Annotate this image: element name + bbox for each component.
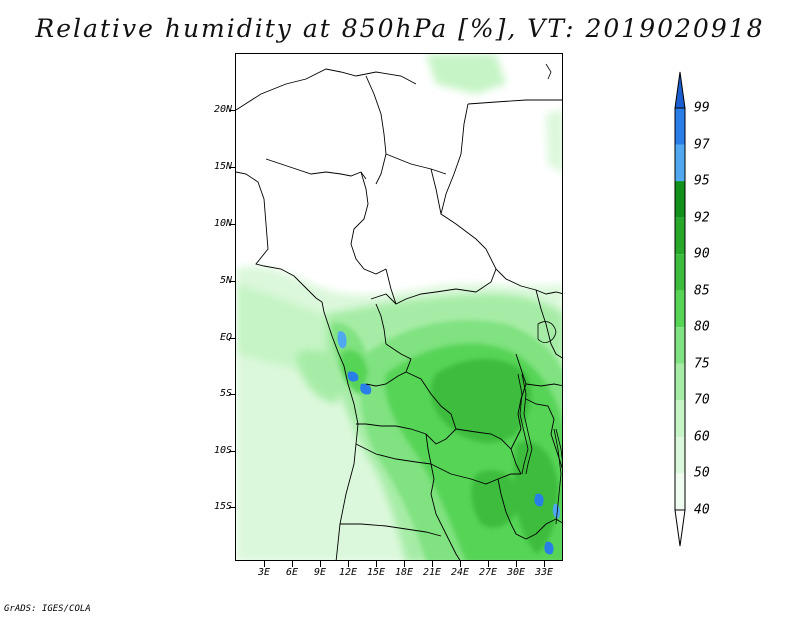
colorbar-label: 90	[694, 246, 710, 262]
lon-label: 18E	[394, 567, 414, 578]
lon-tick	[264, 561, 265, 567]
country-borders	[236, 68, 562, 560]
colorbar-label: 92	[694, 210, 710, 226]
colorbar-segments	[674, 107, 686, 511]
lon-tick	[544, 561, 545, 567]
colorbar-label: 70	[694, 392, 710, 408]
lon-label: 12E	[338, 567, 358, 578]
colorbar-segment	[675, 144, 685, 182]
lat-tick	[229, 451, 235, 452]
colorbar-segment	[675, 327, 685, 364]
lon-label: 15E	[366, 567, 386, 578]
lat-label: 5N	[219, 275, 232, 286]
colorbar-label: 95	[694, 173, 710, 189]
humidity-map	[236, 54, 562, 560]
colorbar-segment	[675, 181, 685, 218]
lat-tick	[229, 224, 235, 225]
lon-label: 24E	[450, 567, 470, 578]
lat-label: EQ	[219, 332, 232, 343]
colorbar-segment	[675, 254, 685, 291]
colorbar-label: 60	[694, 429, 710, 445]
lat-label: 10N	[213, 218, 232, 229]
colorbar-segment	[675, 363, 685, 401]
colorbar-label: 85	[694, 283, 710, 299]
colorbar-label: 99	[694, 100, 710, 116]
humidity-field-core	[430, 359, 559, 554]
colorbar-label: 97	[694, 137, 710, 153]
lat-tick	[229, 110, 235, 111]
lat-label: 15N	[213, 161, 232, 172]
lat-tick	[229, 394, 235, 395]
lat-tick	[229, 167, 235, 168]
lat-tick	[229, 281, 235, 282]
colorbar-top-arrow	[674, 71, 686, 109]
colorbar-segment	[675, 290, 685, 328]
map-title: Relative humidity at 850hPa [%], VT: 201…	[35, 14, 765, 43]
colorbar-label: 50	[694, 465, 710, 481]
grads-credit: GrADS: IGES/COLA	[4, 604, 91, 614]
lake-outlines	[517, 63, 562, 525]
colorbar-segment	[675, 473, 685, 510]
lon-label: 3E	[257, 567, 271, 578]
lon-tick	[348, 561, 349, 567]
lon-tick	[320, 561, 321, 567]
lon-tick	[516, 561, 517, 567]
lat-tick	[229, 338, 235, 339]
lon-tick	[432, 561, 433, 567]
lon-tick	[292, 561, 293, 567]
lon-label: 30E	[506, 567, 526, 578]
colorbar-segment	[675, 108, 685, 145]
colorbar-bottom-arrow	[674, 509, 686, 547]
colorbar-segment	[675, 217, 685, 255]
colorbar-label: 80	[694, 319, 710, 335]
lon-label: 33E	[534, 567, 554, 578]
colorbar-segment	[675, 436, 685, 474]
lon-label: 27E	[478, 567, 498, 578]
colorbar-label: 75	[694, 356, 710, 372]
lat-label: 5S	[219, 388, 232, 399]
lon-label: 6E	[285, 567, 299, 578]
lon-tick	[376, 561, 377, 567]
lon-label: 9E	[313, 567, 327, 578]
map-plot-area	[235, 53, 563, 561]
lon-label: 21E	[422, 567, 442, 578]
lat-label: 15S	[213, 501, 232, 512]
lon-tick	[404, 561, 405, 567]
humidity-field-saturated	[337, 331, 561, 555]
lat-label: 10S	[213, 445, 232, 456]
colorbar-label: 40	[694, 502, 710, 518]
lat-tick	[229, 507, 235, 508]
lon-tick	[488, 561, 489, 567]
lon-tick	[460, 561, 461, 567]
lat-label: 20N	[213, 104, 232, 115]
colorbar-segment	[675, 400, 685, 437]
